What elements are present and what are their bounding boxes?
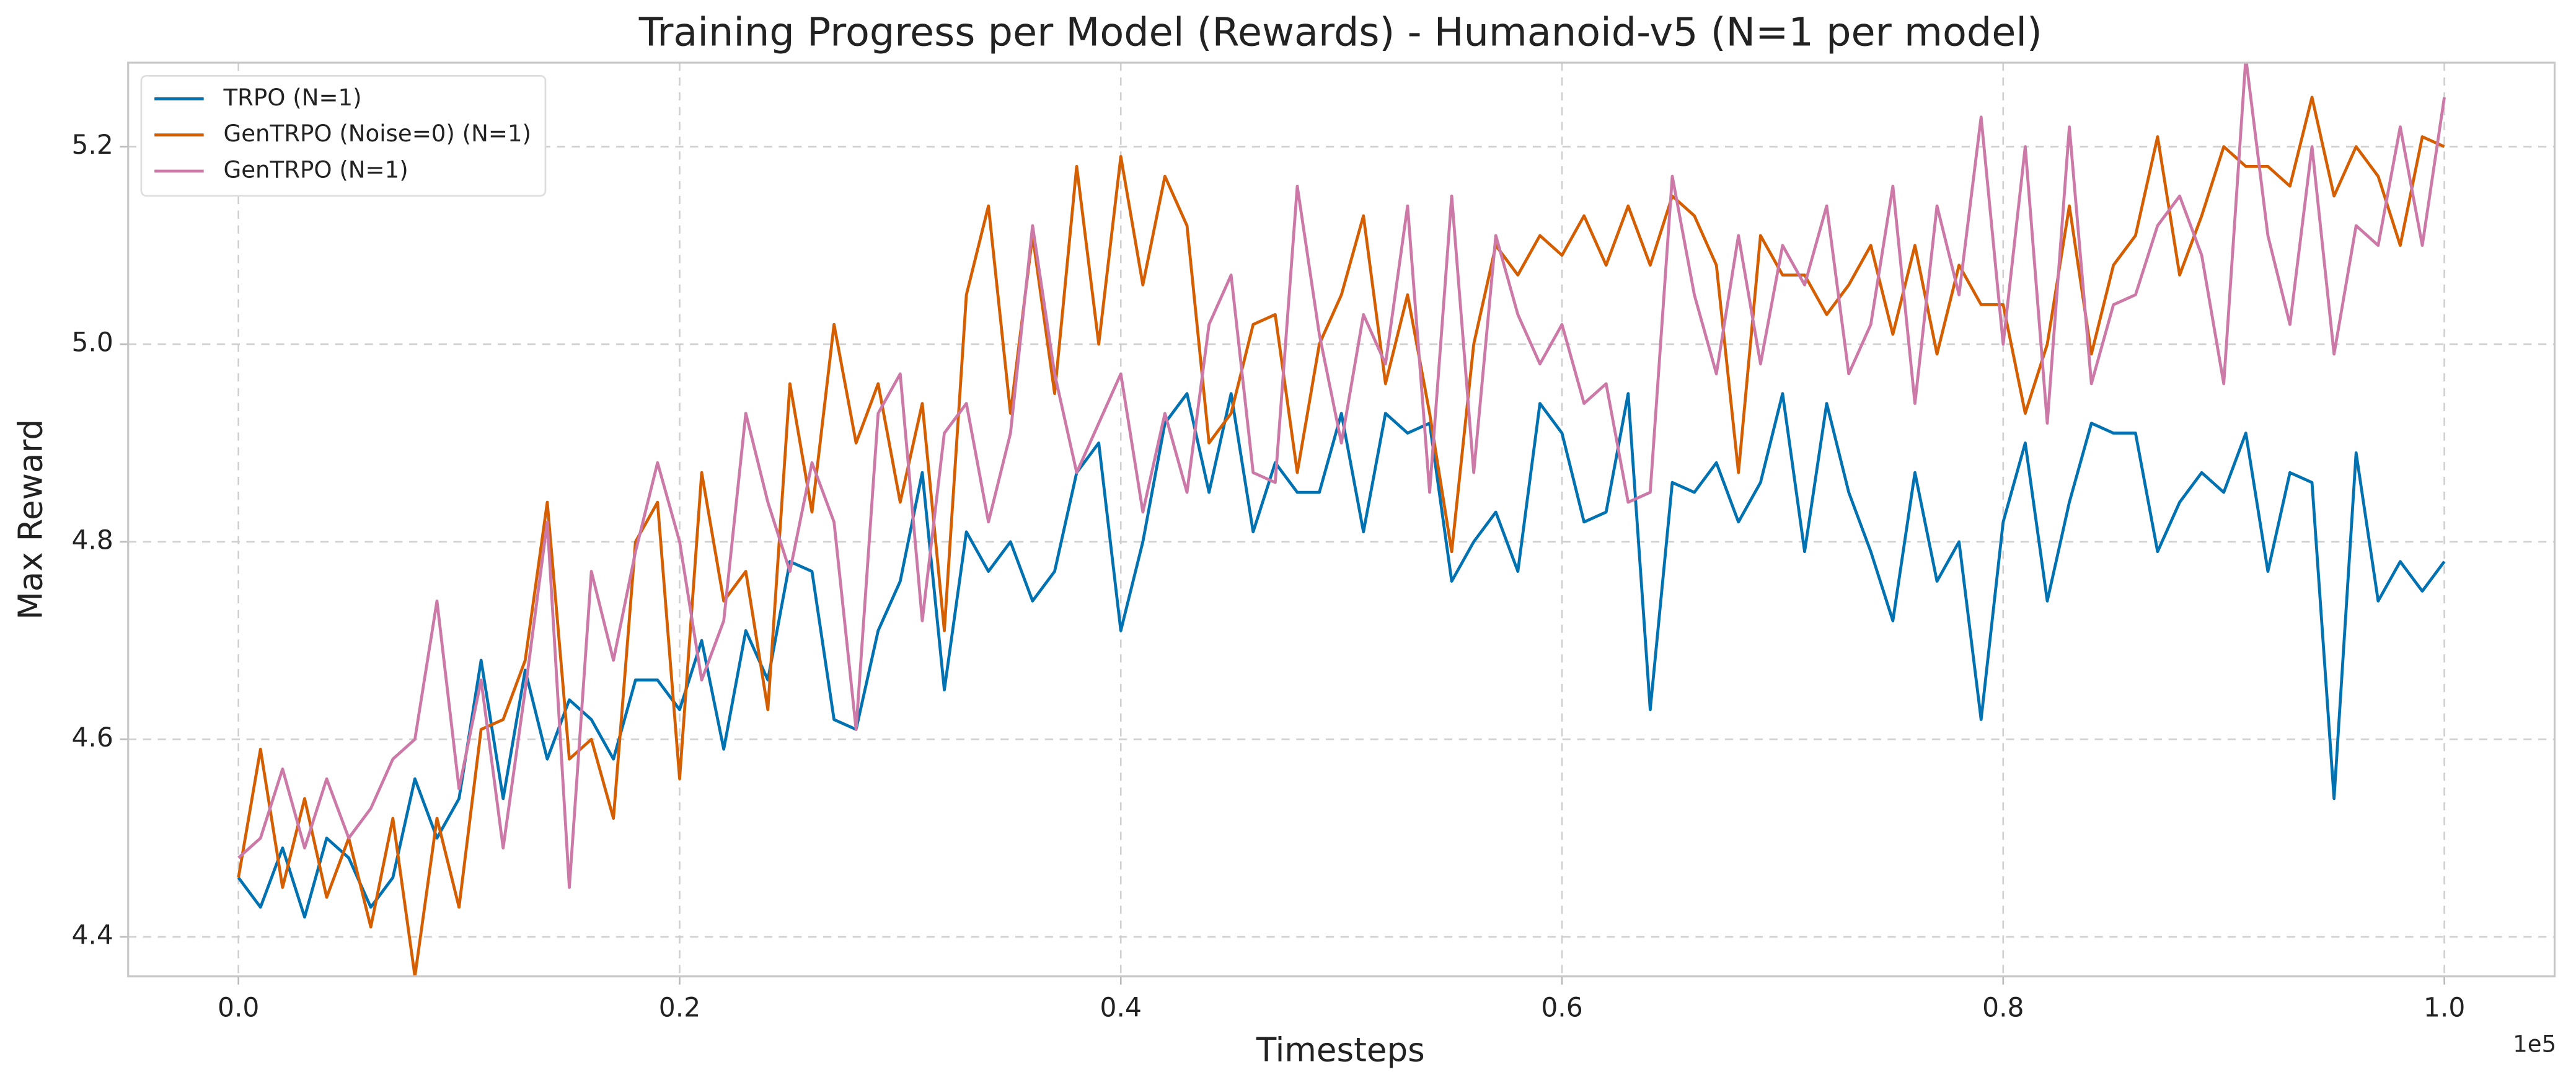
data-line [237,392,2446,919]
data-line [237,63,2446,889]
x-axis-label: Timesteps [1256,1030,1425,1069]
y-axis-label: Max Reward [12,419,50,620]
x-tick-label: 0.2 [659,992,700,1022]
x-tick-label: 0.6 [1541,992,1582,1022]
legend-label: GenTRPO (Noise=0) (N=1) [223,120,531,147]
y-tick-label: 5.2 [71,130,113,160]
legend-box [140,74,547,197]
legend-label: GenTRPO (N=1) [223,157,408,184]
x-tick-label: 1.0 [2424,992,2465,1022]
y-tick-label: 4.4 [71,920,113,950]
x-tick-label: 0.0 [218,992,259,1022]
legend-label: TRPO (N=1) [223,84,361,111]
plot-frame [127,61,2556,978]
chart-title: Training Progress per Model (Rewards) - … [638,10,2042,56]
y-tick-label: 5.0 [71,327,113,358]
y-tick-label: 4.8 [71,525,113,555]
x-tick-label: 0.8 [1982,992,2024,1022]
y-tick-label: 4.6 [71,722,113,753]
x-offset-label: 1e5 [2513,1031,2556,1058]
data-line [237,95,2445,977]
x-tick-label: 0.4 [1100,992,1142,1022]
